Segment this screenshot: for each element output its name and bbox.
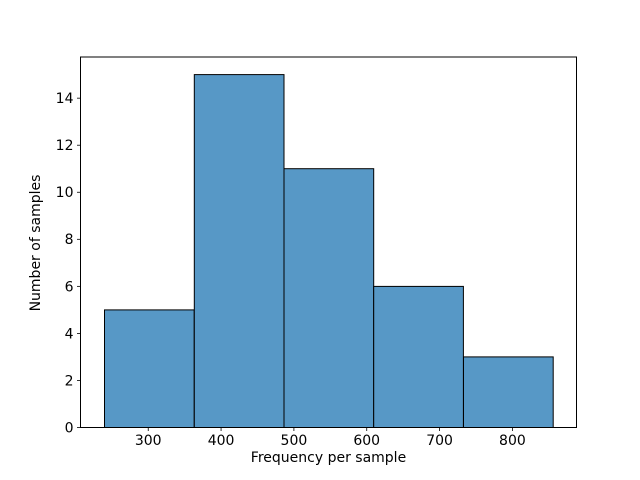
y-tick-label: 2: [65, 373, 74, 389]
x-tick-label: 800: [499, 433, 526, 449]
y-axis-label: Number of samples: [28, 174, 44, 312]
y-tick-label: 14: [56, 91, 74, 107]
x-tick-label: 700: [426, 433, 453, 449]
axes-box: [80, 56, 577, 428]
y-tick-label: 0: [65, 420, 74, 436]
histogram-bar: [463, 356, 554, 428]
x-tick-label: 300: [135, 433, 162, 449]
x-tick-label: 400: [208, 433, 235, 449]
histogram-bar: [373, 285, 464, 428]
y-tick-label: 12: [56, 138, 74, 154]
y-tick-label: 6: [65, 279, 74, 295]
y-tick-label: 4: [65, 326, 74, 342]
y-tick-label: 8: [65, 232, 74, 248]
x-axis-label: Frequency per sample: [250, 450, 407, 466]
y-tick-label: 10: [56, 185, 74, 201]
x-tick-label: 600: [353, 433, 380, 449]
histogram-bar: [193, 74, 285, 428]
histogram-bar: [104, 309, 195, 428]
x-tick-label: 500: [281, 433, 308, 449]
histogram-bar: [283, 168, 375, 428]
